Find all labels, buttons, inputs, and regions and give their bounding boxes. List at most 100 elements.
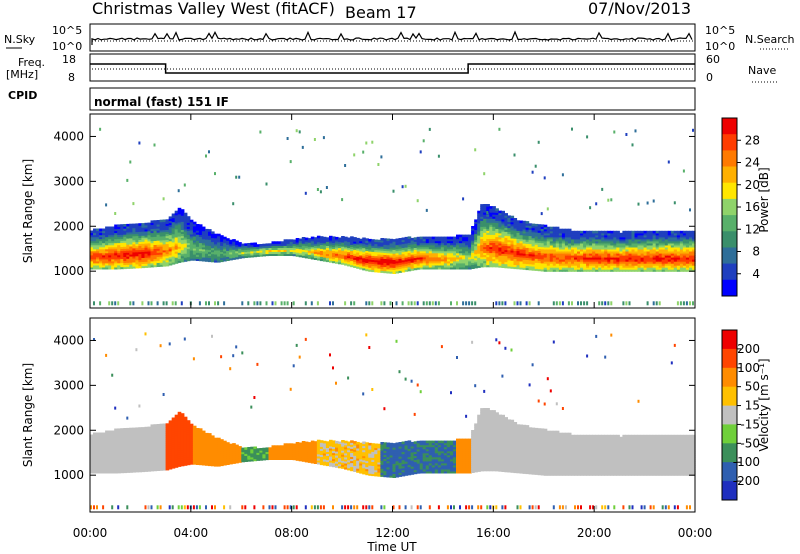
heatmap-cell xyxy=(286,241,291,244)
heatmap-cell xyxy=(574,244,578,248)
heatmap-cell xyxy=(156,438,161,441)
heatmap-cell xyxy=(425,258,430,262)
heatmap-cell xyxy=(586,269,590,272)
heatmap-cell xyxy=(201,458,206,462)
heatmap-cell xyxy=(592,255,596,258)
heatmap-cell xyxy=(574,267,578,270)
heatmap-cell xyxy=(395,301,398,306)
heatmap-cell xyxy=(301,253,306,256)
heatmap-cell xyxy=(192,462,197,465)
heatmap-cell xyxy=(99,460,103,464)
heatmap-cell xyxy=(537,224,542,227)
heatmap-cell xyxy=(120,250,124,254)
heatmap-cell xyxy=(598,265,602,268)
heatmap-cell xyxy=(174,247,179,250)
heatmap-cell xyxy=(147,222,152,226)
heatmap-cell xyxy=(201,456,206,460)
heatmap-cell xyxy=(522,220,527,224)
heatmap-cell xyxy=(374,267,378,271)
heatmap-cell xyxy=(271,301,274,306)
heatmap-cell xyxy=(232,243,236,246)
heatmap-cell xyxy=(102,238,106,242)
heatmap-cell xyxy=(90,436,94,440)
heatmap-cell xyxy=(177,444,182,447)
heatmap-cell xyxy=(211,459,215,463)
heatmap-cell xyxy=(350,240,354,243)
heatmap-cell xyxy=(513,218,518,221)
heatmap-cell xyxy=(189,256,194,259)
heatmap-cell xyxy=(513,236,518,239)
heatmap-cell xyxy=(389,250,394,254)
heatmap-cell xyxy=(114,450,118,454)
heatmap-cell xyxy=(380,256,384,259)
heatmap-cell xyxy=(235,444,239,448)
heatmap-cell xyxy=(483,260,487,264)
heatmap-cell xyxy=(111,234,115,238)
heatmap-cell xyxy=(93,252,97,256)
heatmap-cell xyxy=(198,456,203,460)
heatmap-cell xyxy=(123,228,127,231)
heatmap-cell xyxy=(132,253,136,257)
heatmap-cell xyxy=(555,234,560,238)
heatmap-cell xyxy=(471,232,475,235)
heatmap-cell xyxy=(607,232,611,236)
heatmap-cell xyxy=(392,239,397,242)
heatmap-cell xyxy=(377,247,381,251)
heatmap-cell xyxy=(558,234,563,238)
heatmap-cell xyxy=(492,214,496,217)
heatmap-cell xyxy=(483,172,486,176)
heatmap-cell xyxy=(625,265,629,268)
heatmap-cell xyxy=(153,238,158,241)
heatmap-cell xyxy=(383,240,387,243)
heatmap-cell xyxy=(165,457,170,461)
heatmap-cell xyxy=(192,445,197,449)
heatmap-cell xyxy=(640,255,645,258)
heatmap-cell xyxy=(304,245,309,249)
heatmap-cell xyxy=(120,438,124,441)
heatmap-cell xyxy=(168,252,173,256)
heatmap-cell xyxy=(580,246,584,250)
heatmap-cell xyxy=(123,444,127,447)
heatmap-cell xyxy=(141,439,145,442)
heatmap-cell xyxy=(313,255,318,258)
heatmap-cell xyxy=(389,246,394,250)
heatmap-cell xyxy=(165,229,170,232)
heatmap-cell xyxy=(519,236,524,240)
heatmap-cell xyxy=(356,252,360,255)
heatmap-cell xyxy=(256,244,260,247)
heatmap-cell xyxy=(126,225,130,229)
heatmap-cell xyxy=(341,248,345,251)
heatmap-cell xyxy=(395,246,400,250)
heatmap-cell xyxy=(165,225,170,228)
heatmap-cell xyxy=(217,235,221,239)
heatmap-cell xyxy=(434,266,439,270)
heatmap-cell xyxy=(162,439,167,443)
heatmap-cell xyxy=(667,242,672,246)
heatmap-cell xyxy=(150,246,155,250)
heatmap-cell xyxy=(401,259,406,263)
heatmap-cell xyxy=(540,232,545,236)
heatmap-cell xyxy=(114,440,118,444)
heatmap-cell xyxy=(156,246,161,249)
heatmap-cell xyxy=(150,260,155,264)
heatmap-cell xyxy=(401,241,406,245)
heatmap-cell xyxy=(192,237,197,241)
heatmap-cell xyxy=(359,242,363,246)
heatmap-cell xyxy=(174,414,179,418)
heatmap-cell xyxy=(171,464,176,467)
heatmap-cell xyxy=(174,426,179,430)
noise-sky-line xyxy=(91,30,693,45)
heatmap-cell xyxy=(555,240,560,244)
heatmap-cell xyxy=(268,457,273,460)
heatmap-cell xyxy=(634,255,639,258)
heatmap-cell xyxy=(183,222,188,226)
heatmap-cell xyxy=(567,265,572,268)
heatmap-cell xyxy=(141,449,145,452)
heatmap-cell xyxy=(159,252,164,255)
heatmap-cell xyxy=(540,230,545,234)
heatmap-cell xyxy=(250,450,254,454)
heatmap-cell xyxy=(471,252,475,255)
heatmap-cell xyxy=(189,223,194,227)
heatmap-cell xyxy=(453,244,457,248)
heatmap-cell xyxy=(329,301,331,306)
